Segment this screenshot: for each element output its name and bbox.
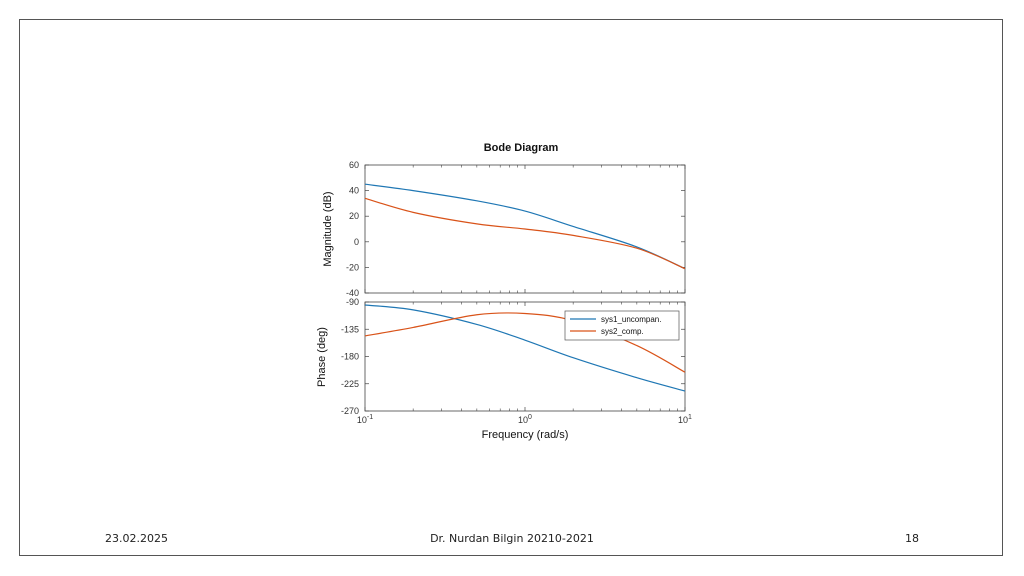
footer-author: Dr. Nurdan Bilgin 20210-2021	[0, 532, 1024, 545]
magnitude-ytick-label: 60	[349, 160, 359, 170]
phase-ytick-label: -90	[346, 297, 359, 307]
magnitude-ytick-label: -20	[346, 262, 359, 272]
magnitude-ytick-label: 0	[354, 237, 359, 247]
legend-label-sys2: sys2_comp.	[601, 327, 644, 336]
frequency-axis-label: Frequency (rad/s)	[482, 429, 569, 441]
legend-label-sys1: sys1_uncompan.	[601, 315, 661, 324]
magnitude-ytick-label: 40	[349, 186, 359, 196]
bode-chart: Bode Diagram 6040200-20-40 Magnitude (dB…	[0, 0, 1024, 576]
frequency-tick-label: 100	[518, 414, 532, 425]
frequency-tick-label: 101	[678, 414, 692, 425]
footer-page-number: 18	[905, 532, 919, 545]
legend: sys1_uncompan. sys2_comp.	[565, 311, 679, 340]
magnitude-ytick-label: 20	[349, 211, 359, 221]
phase-ytick-label: -180	[341, 352, 359, 362]
phase-ytick-label: -135	[341, 324, 359, 334]
chart-title: Bode Diagram	[484, 142, 559, 154]
phase-axis-label: Phase (deg)	[316, 327, 328, 387]
magnitude-axis-label: Magnitude (dB)	[322, 191, 334, 266]
frequency-ticks: 10-1 100 101	[357, 414, 692, 425]
frequency-tick-label: 10-1	[357, 414, 373, 425]
phase-ytick-label: -225	[341, 379, 359, 389]
